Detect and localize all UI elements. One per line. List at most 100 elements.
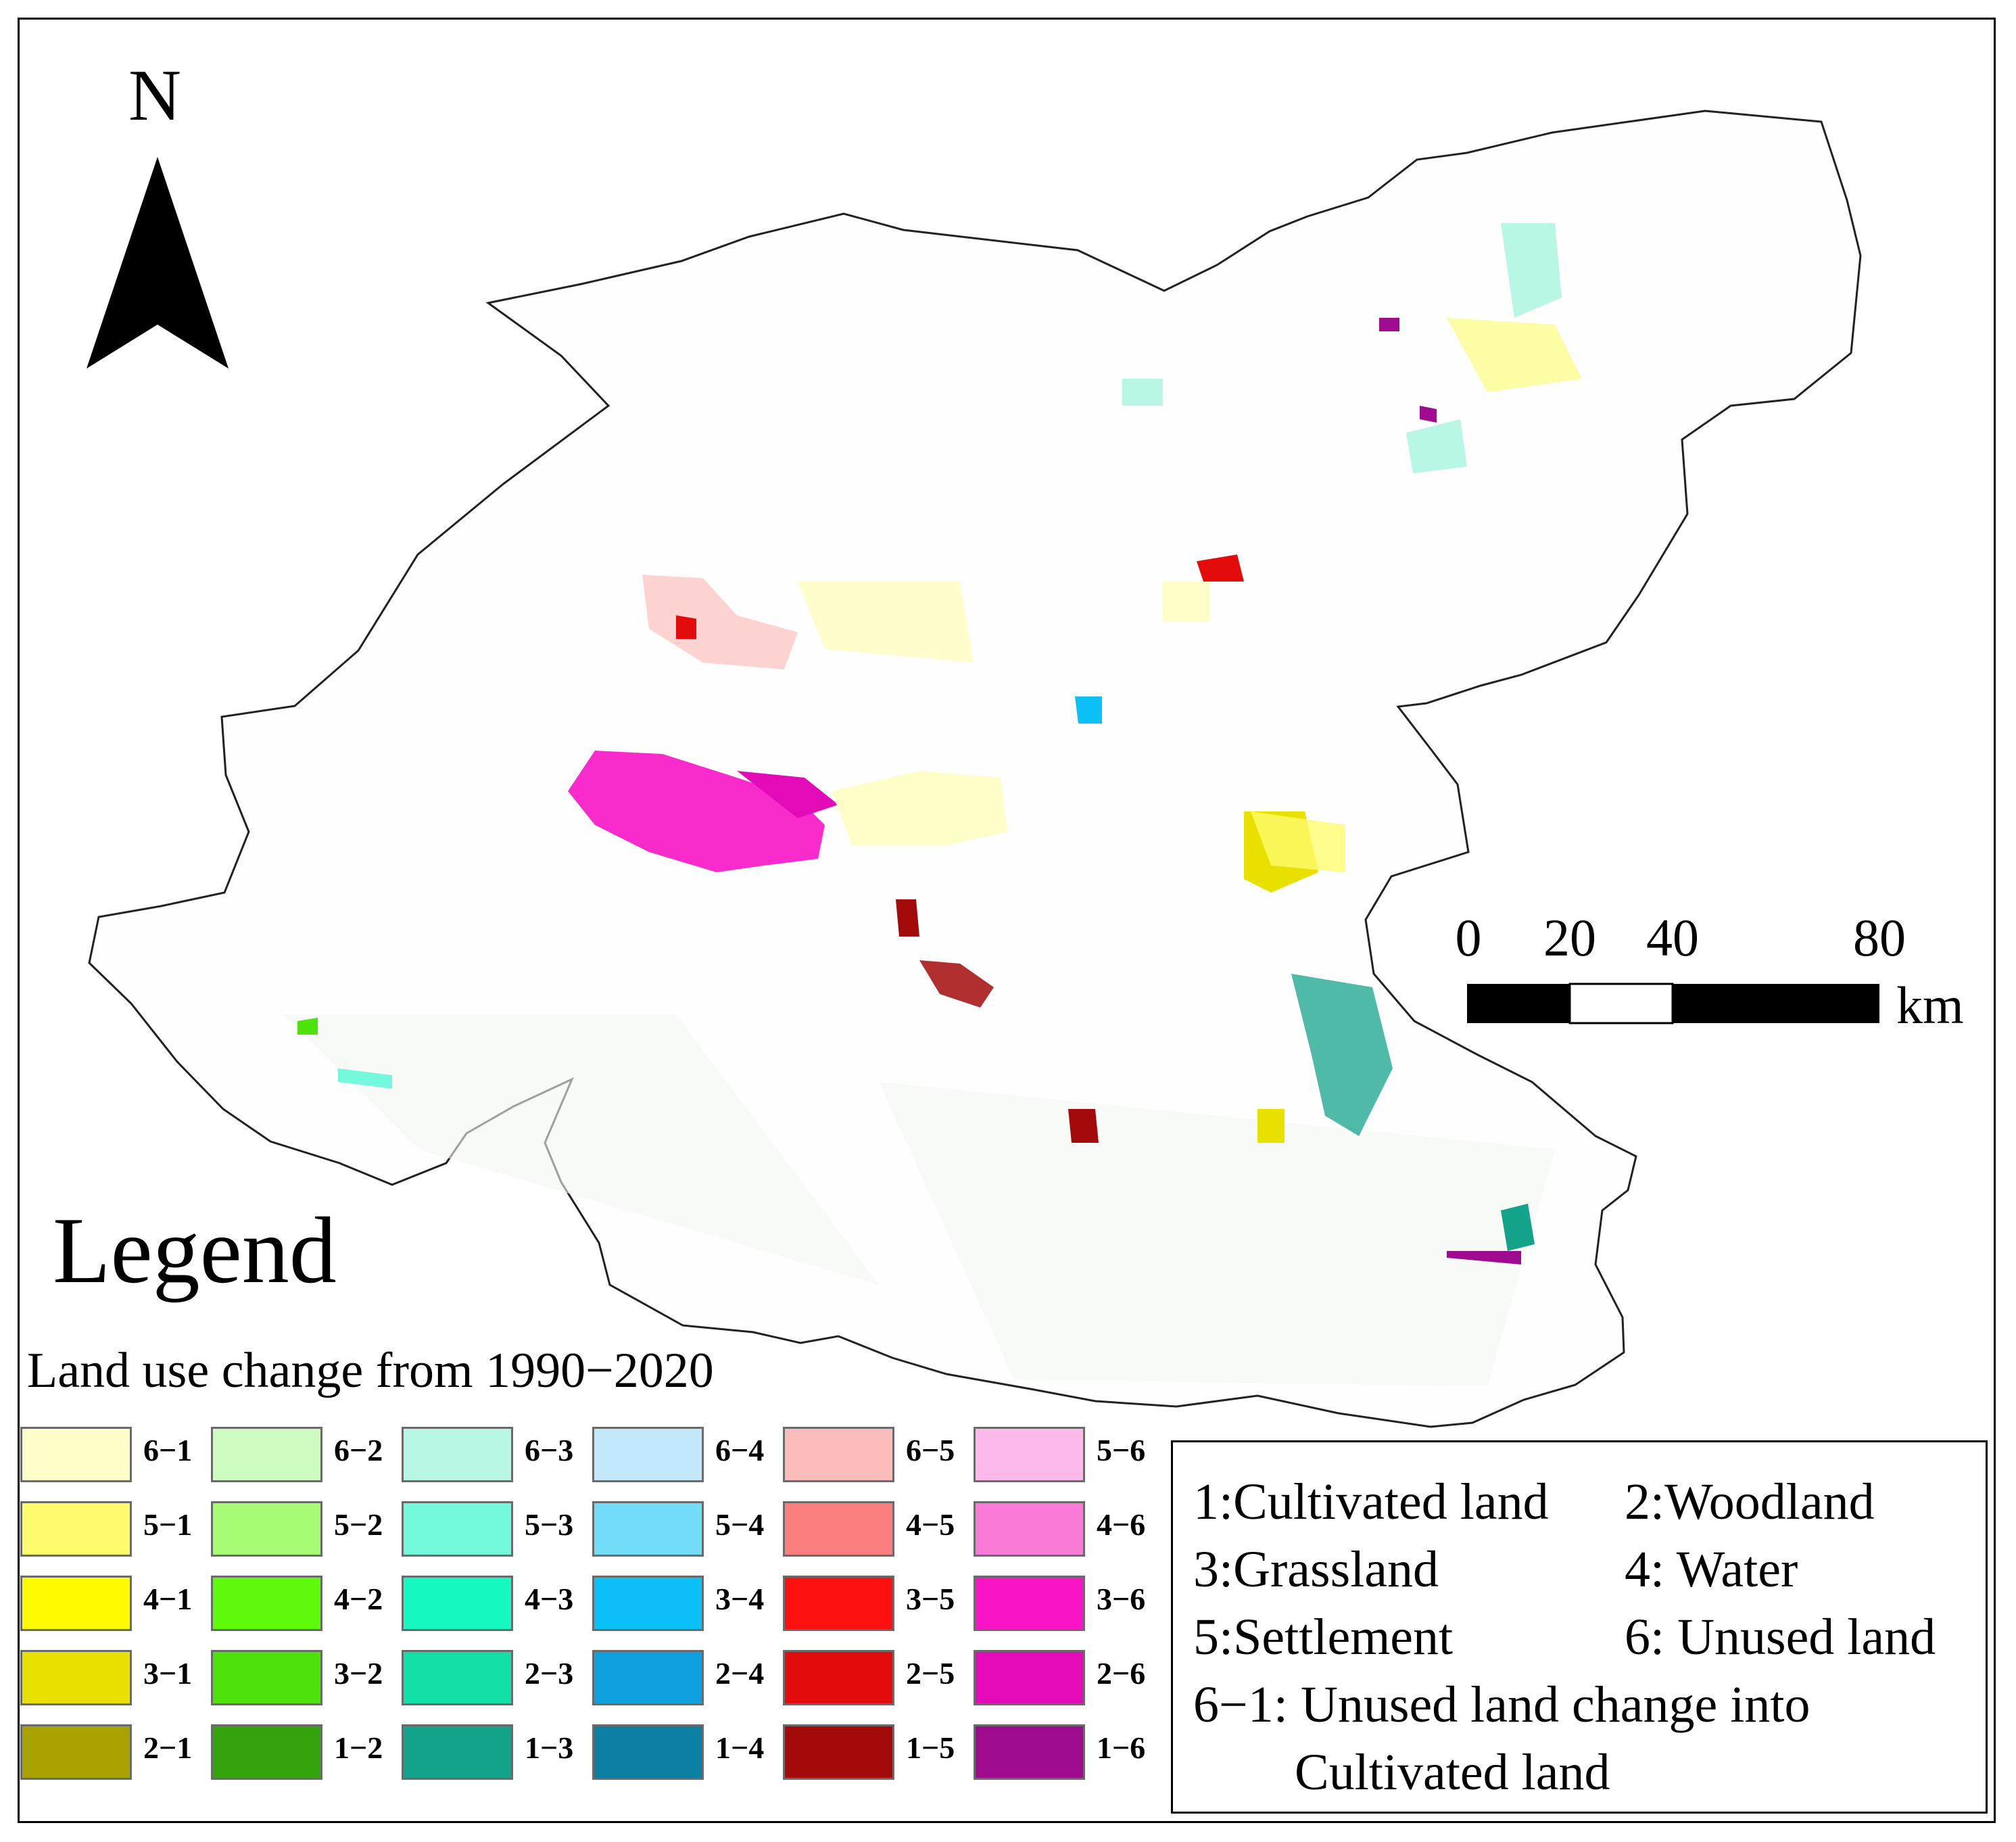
- legend-title: Legend: [53, 1198, 337, 1303]
- legend-swatch: [211, 1427, 322, 1482]
- legend-code: 3−5: [906, 1582, 955, 1616]
- patch-2-5: [1197, 554, 1244, 582]
- speckle-texture: [284, 1014, 1555, 1386]
- legend-code: 4−5: [906, 1507, 955, 1542]
- legend-item: 5−3: [402, 1501, 591, 1562]
- legend-code: 5−6: [1097, 1433, 1146, 1467]
- legend-swatch: [592, 1576, 704, 1631]
- legend-item: 3−4: [592, 1576, 782, 1636]
- patch-1-3: [1291, 974, 1393, 1136]
- legend-code: 6−1: [143, 1433, 193, 1467]
- legend-code: 2−5: [906, 1656, 955, 1691]
- patch-6-3c: [1122, 379, 1163, 406]
- legend-code: 3−4: [715, 1582, 765, 1616]
- legend-item: 2−4: [592, 1650, 782, 1711]
- legend-swatch: [211, 1650, 322, 1705]
- scale-tick-0: 0: [1455, 908, 1482, 967]
- legend-swatch: [211, 1576, 322, 1631]
- legend-item: 5−4: [592, 1501, 782, 1562]
- legend-swatch: [974, 1650, 1085, 1705]
- legend-code: 2−4: [715, 1656, 765, 1691]
- patch-6-1: [832, 771, 1007, 845]
- legend-code: 1−6: [1097, 1730, 1146, 1765]
- legend-item: 4−3: [402, 1576, 591, 1636]
- legend-item: 2−1: [20, 1724, 210, 1785]
- legend-code: 5−4: [715, 1507, 765, 1542]
- scale-tick-20: 20: [1543, 908, 1596, 967]
- legend-code: 1−2: [334, 1730, 383, 1765]
- patch-2-5b: [676, 615, 696, 639]
- legend-swatch: [20, 1576, 132, 1631]
- legend-item: 2−5: [783, 1650, 972, 1711]
- patch-5-1d: [1257, 1109, 1285, 1143]
- patch-5-3: [338, 1068, 392, 1089]
- legend-swatch: [402, 1576, 513, 1631]
- scale-unit: km: [1896, 976, 1964, 1035]
- legend-swatch: [20, 1427, 132, 1482]
- scale-tick-80: 80: [1853, 908, 1906, 967]
- legend-swatch: [402, 1427, 513, 1482]
- legend-item: 4−6: [974, 1501, 1163, 1562]
- legend-code: 5−2: [334, 1507, 383, 1542]
- legend-item: 6−4: [592, 1427, 782, 1488]
- code-settlement: 5:Settlement: [1193, 1609, 1454, 1666]
- legend-swatch: [592, 1650, 704, 1705]
- legend-swatch: [592, 1724, 704, 1780]
- legend-code: 4−1: [143, 1582, 193, 1616]
- legend-item: 1−5: [783, 1724, 972, 1785]
- legend-swatch: [783, 1650, 894, 1705]
- legend-item: 5−1: [20, 1501, 210, 1562]
- legend-item: 1−4: [592, 1724, 782, 1785]
- legend-item: 5−6: [974, 1427, 1163, 1488]
- legend-swatch: [783, 1427, 894, 1482]
- patch-6-3b: [1406, 419, 1467, 473]
- legend-code: 3−1: [143, 1656, 193, 1691]
- legend-code: 1−5: [906, 1730, 955, 1765]
- scale-tick-40: 40: [1646, 908, 1699, 967]
- legend-swatch: [974, 1427, 1085, 1482]
- legend-subtitle: Land use change from 1990−2020: [27, 1343, 714, 1398]
- legend-code: 2−3: [525, 1656, 574, 1691]
- patch-5-1b: [1447, 318, 1582, 392]
- legend-code: 3−2: [334, 1656, 383, 1691]
- legend-item: 6−1: [20, 1427, 210, 1488]
- code-example-line1: 6−1: Unused land change into: [1193, 1676, 1810, 1733]
- patch-3-4: [1075, 696, 1102, 724]
- legend-swatch: [974, 1501, 1085, 1557]
- legend-item: 1−2: [211, 1724, 400, 1785]
- patch-6-3: [1501, 223, 1562, 318]
- legend-item: 5−2: [211, 1501, 400, 1562]
- legend-swatch: [211, 1724, 322, 1780]
- north-label: N: [128, 55, 181, 136]
- patch-5-1: [1251, 811, 1345, 872]
- legend-swatch: [974, 1724, 1085, 1780]
- patch-2-5c: [1068, 1109, 1099, 1143]
- legend-swatch: [20, 1501, 132, 1557]
- scale-bar: [1467, 983, 1879, 1024]
- legend-code: 1−3: [525, 1730, 574, 1765]
- legend-code: 5−1: [143, 1507, 193, 1542]
- patch-1-5b: [919, 960, 994, 1008]
- code-woodland: 2:Woodland: [1625, 1473, 1875, 1530]
- code-cultivated: 1:Cultivated land: [1193, 1473, 1549, 1530]
- legend-item: 6−3: [402, 1427, 591, 1488]
- legend-swatch: [402, 1650, 513, 1705]
- legend-item: 4−5: [783, 1501, 972, 1562]
- legend-swatch: [783, 1501, 894, 1557]
- legend-swatch: [211, 1501, 322, 1557]
- patch-6-5: [642, 575, 798, 669]
- code-unused: 6: Unused land: [1625, 1609, 1936, 1666]
- legend-swatch: [402, 1501, 513, 1557]
- patch-1-3b: [1501, 1204, 1535, 1251]
- legend-code: 2−1: [143, 1730, 193, 1765]
- patch-1-6: [1447, 1251, 1521, 1265]
- legend-item: 3−6: [974, 1576, 1163, 1636]
- legend-code: 4−6: [1097, 1507, 1146, 1542]
- legend-swatch: [402, 1724, 513, 1780]
- legend-item: 2−6: [974, 1650, 1163, 1711]
- legend-swatch: [592, 1501, 704, 1557]
- legend-code: 6−5: [906, 1433, 955, 1467]
- legend-code: 5−3: [525, 1507, 574, 1542]
- legend-code: 1−4: [715, 1730, 765, 1765]
